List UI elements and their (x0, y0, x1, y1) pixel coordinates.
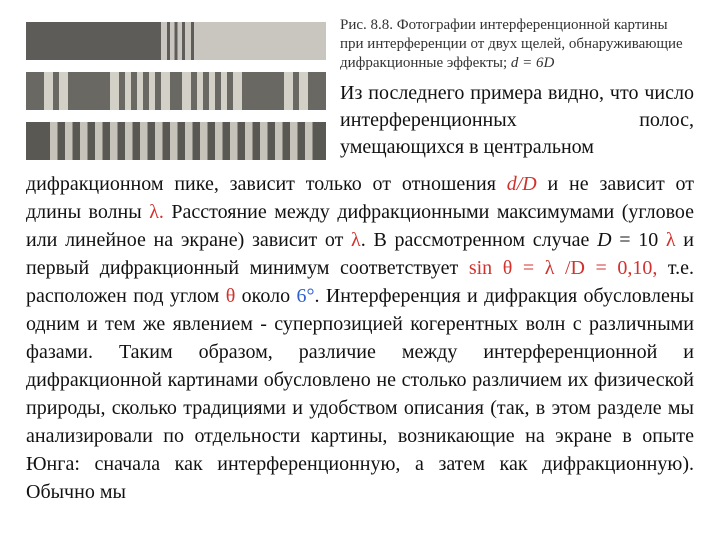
lambda: λ. (149, 201, 164, 223)
photo-strip-2 (26, 72, 326, 110)
sin-equation: sin θ = λ /D = 0,10, (469, 257, 657, 279)
text-run: . Интерференция и дифракция обусловлены … (26, 285, 694, 503)
ratio-dD: d/D (507, 173, 537, 195)
text-run: = 10 (612, 229, 666, 251)
angle-value: 6° (296, 285, 314, 307)
body-paragraph: дифракционном пике, зависит только от от… (26, 170, 694, 506)
text-run: . В рассмотренном случае (361, 229, 597, 251)
figure-block (26, 16, 326, 166)
lambda: λ (666, 229, 676, 251)
interference-photo (26, 16, 326, 166)
text-run: около (235, 285, 296, 307)
text-run: дифракционном пике, зависит только от от… (26, 173, 507, 195)
photo-strip-1 (26, 22, 326, 60)
theta: θ (226, 285, 236, 307)
photo-strip-3 (26, 122, 326, 160)
page: Рис. 8.8. Фотографии интерференционной к… (0, 0, 720, 540)
caption-equation: d = 6D (511, 55, 554, 71)
lambda: λ (351, 229, 361, 251)
D-letter: D (597, 229, 611, 251)
